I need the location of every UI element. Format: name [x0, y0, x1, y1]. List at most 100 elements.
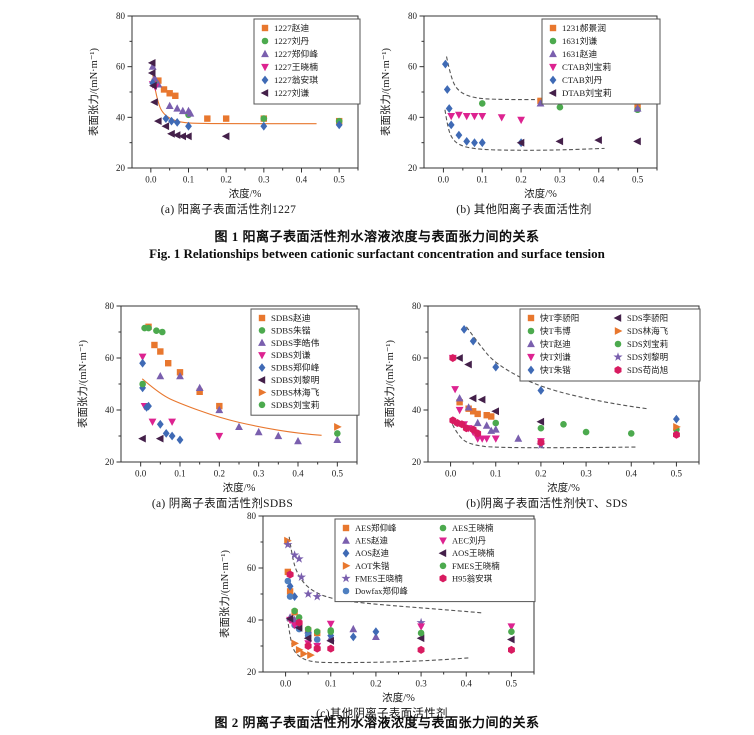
- svg-text:0.2: 0.2: [535, 469, 546, 479]
- svg-text:80: 80: [408, 11, 418, 21]
- svg-text:20: 20: [105, 457, 115, 467]
- svg-text:Dowfax郑仰峰: Dowfax郑仰峰: [355, 586, 408, 596]
- svg-text:AOT朱锴: AOT朱锴: [355, 561, 390, 571]
- svg-text:AEC刘丹: AEC刘丹: [452, 536, 487, 546]
- svg-text:40: 40: [412, 405, 422, 415]
- svg-text:CTAB刘宝莉: CTAB刘宝莉: [562, 61, 611, 72]
- svg-text:1227刘丹: 1227刘丹: [274, 35, 309, 46]
- series-SDBS郑仰峰-4: [139, 358, 184, 445]
- svg-text:快T朱锴: 快T朱锴: [540, 365, 571, 375]
- figure2-subplot-a: 0.0 0.1 0.2 0.3 0.4 0.5 20 40 60 80 浓度/% 表面张力/(mN·m…: [75, 296, 370, 511]
- svg-text:0.2: 0.2: [214, 469, 225, 479]
- legend: AES郑仰峰 AES赵迪 AOS赵迪 AOT朱锴 FMES王晓楠 Dowfax郑仰峰 AES…: [334, 518, 536, 603]
- series-DTAB刘宝莉-5: [516, 136, 641, 147]
- svg-text:0.4: 0.4: [292, 469, 304, 479]
- series-1227刘谦-5: [147, 59, 230, 141]
- svg-text:SDS刘黎明: SDS刘黎明: [627, 352, 668, 362]
- svg-text:0.2: 0.2: [515, 175, 526, 185]
- axes: 0.0 0.1 0.2 0.3 0.4 0.5 20 40 60 80 浓度/% 表面张力/(mN·m…: [76, 301, 358, 494]
- figure2-caption-zh: 图 2 阴离子表面活性剂水溶液浓度与表面张力间的关系: [214, 715, 540, 730]
- svg-text:SDBS朱锴: SDBS朱锴: [271, 324, 311, 335]
- svg-text:0.4: 0.4: [461, 679, 473, 689]
- svg-text:40: 40: [105, 405, 115, 415]
- chart-fig2b: 0.0 0.1 0.2 0.3 0.4 0.5 20 40 60 80 浓度/% 表面张力/(mN·m…: [383, 301, 701, 494]
- svg-text:1231郝景润: 1231郝景润: [562, 22, 606, 33]
- figure1-subplot-b: 0.0 0.1 0.2 0.3 0.4 0.5 20 40 60 80 浓度/% 表面张力/(mN·m…: [378, 6, 670, 217]
- svg-text:60: 60: [412, 353, 422, 363]
- svg-text:0.0: 0.0: [280, 679, 292, 689]
- svg-text:SDBS刘宝莉: SDBS刘宝莉: [271, 399, 320, 410]
- subplot-caption-fig2a: (a) 阴离子表面活性剂SDBS: [151, 498, 294, 510]
- svg-text:SDBS刘黎明: SDBS刘黎明: [271, 374, 320, 385]
- chart-fig1a: 0.0 0.1 0.2 0.3 0.4 0.5 20 40 60 80 浓度/% 表面张力/(mN·m…: [87, 11, 361, 200]
- svg-text:表面张力/(mN·m⁻¹): 表面张力/(mN·m⁻¹): [76, 339, 89, 428]
- svg-text:SDS苟尚旭: SDS苟尚旭: [627, 365, 669, 375]
- svg-text:SDS李骄阳: SDS李骄阳: [627, 313, 668, 323]
- series-SDBS赵迪-0: [145, 323, 223, 410]
- svg-text:浓度/%: 浓度/%: [229, 187, 262, 200]
- svg-text:表面张力/(mN·m⁻¹): 表面张力/(mN·m⁻¹): [218, 549, 231, 638]
- series-1227翁安琪-4: [149, 78, 343, 131]
- svg-text:SDBS郑仰峰: SDBS郑仰峰: [271, 362, 320, 373]
- subplot-caption-fig1b: (b) 其他阳离子表面活性剂: [456, 204, 592, 216]
- svg-text:SDS刘宝莉: SDS刘宝莉: [627, 339, 668, 349]
- chart-fig1b: 0.0 0.1 0.2 0.3 0.4 0.5 20 40 60 80 浓度/% 表面张力/(mN·m…: [379, 11, 661, 200]
- svg-text:1631赵迪: 1631赵迪: [562, 48, 597, 59]
- svg-text:0.5: 0.5: [506, 679, 518, 689]
- svg-text:80: 80: [412, 301, 422, 311]
- svg-text:0.1: 0.1: [183, 175, 194, 185]
- subplot-caption-fig1a: (a) 阳离子表面活性剂1227: [160, 204, 297, 216]
- svg-text:0.1: 0.1: [477, 175, 488, 185]
- svg-text:60: 60: [408, 62, 418, 72]
- svg-text:0.5: 0.5: [332, 469, 344, 479]
- legend: 1227赵迪 1227刘丹 1227郑仰峰 1227王晓楠 1227翁安琪 1227刘谦: [253, 18, 361, 105]
- svg-text:0.3: 0.3: [415, 679, 427, 689]
- svg-text:40: 40: [408, 112, 418, 122]
- svg-text:1227王晓楠: 1227王晓楠: [274, 61, 318, 72]
- figure1-subplot-a: 0.0 0.1 0.2 0.3 0.4 0.5 20 40 60 80 浓度/% 表面张力/(mN·m…: [86, 6, 371, 217]
- svg-text:1227郑仰峰: 1227郑仰峰: [274, 48, 318, 59]
- series-快T朱锴-4: [460, 325, 680, 424]
- fit-curves: [141, 378, 322, 436]
- axes: 0.0 0.1 0.2 0.3 0.4 0.5 20 40 60 80 浓度/% 表面张力/(mN·m…: [379, 11, 658, 200]
- series-SDS刘宝莉-7: [560, 421, 567, 428]
- svg-text:0.5: 0.5: [334, 175, 346, 185]
- series-SDBS朱锴-1: [141, 324, 166, 336]
- svg-text:浓度/%: 浓度/%: [382, 691, 415, 704]
- svg-text:1227翁安琪: 1227翁安琪: [274, 74, 318, 85]
- series-SDBS刘宝莉-7: [139, 380, 341, 437]
- svg-text:0.0: 0.0: [145, 175, 157, 185]
- svg-text:80: 80: [116, 11, 126, 21]
- svg-text:20: 20: [116, 163, 126, 173]
- svg-text:DTAB刘宝莉: DTAB刘宝莉: [562, 87, 612, 98]
- svg-text:40: 40: [247, 615, 257, 625]
- svg-text:浓度/%: 浓度/%: [223, 481, 256, 494]
- series-SDBS刘黎明-5: [138, 434, 164, 443]
- series-H95翁安琪-10: [286, 570, 515, 654]
- figure1-caption-en: Fig. 1 Relationships between cationic su…: [149, 246, 605, 261]
- svg-text:SDBS李皓伟: SDBS李皓伟: [271, 337, 320, 348]
- svg-text:0.0: 0.0: [135, 469, 147, 479]
- series-FMES王晓楠-4: [283, 539, 426, 627]
- svg-text:60: 60: [105, 353, 115, 363]
- svg-text:0.1: 0.1: [174, 469, 185, 479]
- series-SDBS李皓伟-2: [156, 372, 342, 445]
- series-SDS苟尚旭-9: [449, 354, 680, 447]
- svg-text:0.3: 0.3: [554, 175, 566, 185]
- chart-fig2a: 0.0 0.1 0.2 0.3 0.4 0.5 20 40 60 80 浓度/% 表面张力/(mN·m…: [76, 301, 360, 494]
- svg-text:浓度/%: 浓度/%: [524, 187, 557, 200]
- series-FMES王晓楠-9: [327, 627, 515, 637]
- svg-text:0.3: 0.3: [580, 469, 592, 479]
- svg-text:20: 20: [412, 457, 422, 467]
- svg-text:FMES王晓楠: FMES王晓楠: [355, 573, 403, 583]
- svg-text:60: 60: [247, 563, 257, 573]
- svg-text:0.1: 0.1: [490, 469, 501, 479]
- svg-text:AES郑仰峰: AES郑仰峰: [355, 523, 397, 533]
- svg-text:80: 80: [105, 301, 115, 311]
- svg-text:浓度/%: 浓度/%: [547, 481, 580, 494]
- series-SDBS刘谦-3: [138, 353, 224, 441]
- series-SDS李骄阳-5: [455, 354, 545, 426]
- figure2-subplot-c: 0.0 0.1 0.2 0.3 0.4 0.5 20 40 60 80 浓度/% 表面张力/(mN·m…: [217, 506, 547, 721]
